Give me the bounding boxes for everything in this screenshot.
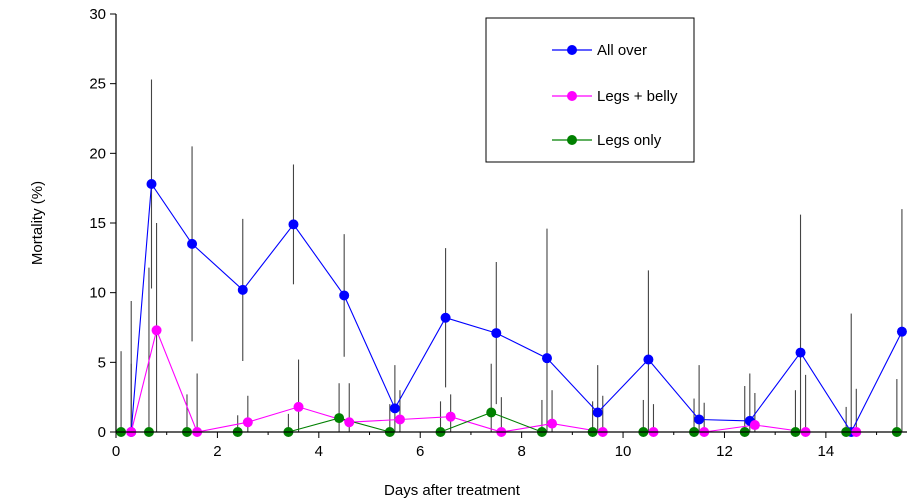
data-point [293,401,304,412]
x-tick-label: 8 [517,443,525,460]
data-point [445,411,456,422]
series-points [116,178,907,437]
x-tick-label: 2 [213,443,221,460]
data-point [237,284,248,295]
x-tick-label: 10 [615,443,632,460]
legend-swatch-marker [567,45,577,55]
y-tick-label: 20 [89,145,106,162]
y-tick-label: 25 [89,76,106,93]
x-tick-label: 4 [315,443,323,460]
data-point [339,290,350,301]
y-tick-label: 10 [89,285,106,302]
legend-label: All over [597,42,647,59]
data-point [896,326,907,337]
data-point [592,407,603,418]
axes: 0 5 10 15 20 25 30 0 2 4 6 8 10 12 14 [89,6,907,460]
data-point [242,417,253,428]
data-point [491,328,502,339]
data-point [334,413,345,424]
x-tick-label: 0 [112,443,120,460]
data-point [749,420,760,431]
y-tick-label: 30 [89,6,106,23]
data-point [288,219,299,230]
legend-swatch-marker [567,135,577,145]
data-point [486,407,497,418]
legend: All over Legs + belly Legs only [485,17,695,163]
data-point [146,178,157,189]
x-tick-label: 6 [416,443,424,460]
legend-label: Legs + belly [597,88,678,105]
data-point [694,414,705,425]
y-tick-label: 0 [98,424,106,441]
y-tick-label: 5 [98,354,106,371]
data-point [440,312,451,323]
legend-box [485,17,695,163]
y-tick-label: 15 [89,215,106,232]
data-point [394,414,405,425]
series-line [130,182,903,434]
data-point [541,353,552,364]
data-point [795,347,806,358]
x-axis-title: Days after treatment [384,482,521,499]
x-tick-label: 12 [716,443,733,460]
series-lines [121,182,903,434]
data-point [389,403,400,414]
series-line [130,328,857,433]
legend-swatch-marker [567,91,577,101]
y-axis-title: Mortality (%) [29,181,46,265]
data-point [344,417,355,428]
data-point [547,418,558,429]
data-point [151,325,162,336]
x-tick-label: 14 [818,443,835,460]
data-point [643,354,654,365]
legend-label: Legs only [597,132,662,149]
data-point [187,238,198,249]
